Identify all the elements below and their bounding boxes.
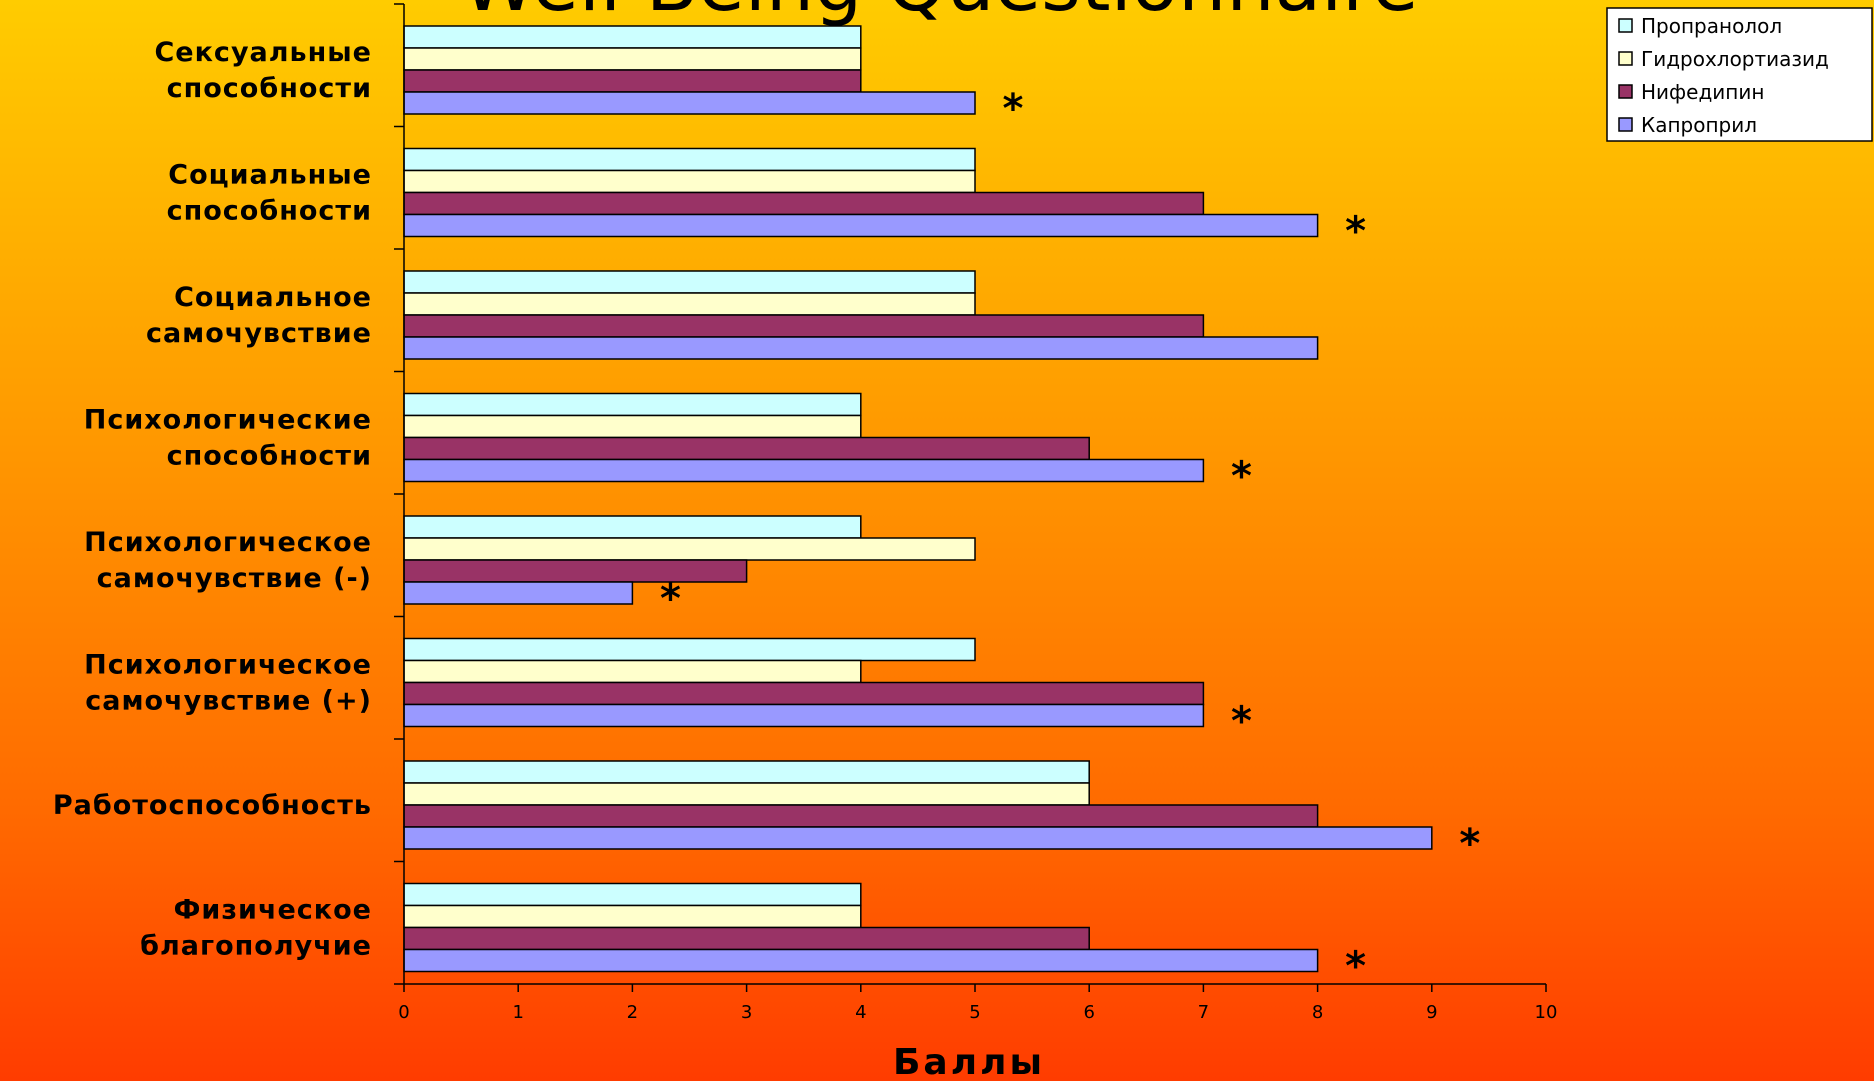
bar [403,191,1205,216]
category-label: Социальное самочувствие [146,282,372,349]
x-tick-label: 1 [512,1002,523,1023]
bar [403,559,748,583]
bar [403,681,1205,706]
x-tick-label: 2 [627,1002,638,1023]
bar [403,659,862,684]
x-tick-label: 7 [1198,1002,1209,1023]
x-tick-label: 4 [855,1002,866,1023]
legend: Пропранолол Гидрохлортиазид Нифедипин Капро… [1606,7,1873,142]
category-label: Психологические способности [84,405,372,472]
bar [403,515,862,539]
category-label: Физическое благополучие [140,895,372,962]
legend-label: Гидрохлортиазид [1641,47,1829,71]
bar [403,581,634,605]
bar [403,414,862,439]
bar [403,537,976,561]
x-tick-label: 10 [1535,1002,1558,1023]
x-tick-label: 3 [741,1002,752,1023]
x-tick-label: 5 [969,1002,980,1023]
category-label: Работоспособность [53,790,372,821]
legend-swatch [1618,51,1633,66]
category-label: Сексуальные способности [154,37,372,104]
significance-marker: * [1345,209,1366,255]
bar [403,270,976,294]
legend-label: Нифедипин [1641,80,1764,104]
bar [403,47,862,71]
bar [403,392,862,417]
significance-marker: * [1231,454,1252,500]
bar [403,314,1205,338]
significance-marker: * [1345,944,1366,990]
bar [403,458,1205,483]
significance-marker: * [1231,699,1252,745]
legend-label: Пропранолол [1641,14,1782,38]
bar [403,637,976,662]
bar [403,703,1205,728]
bar [403,336,1319,360]
x-tick-label: 6 [1083,1002,1094,1023]
x-tick-label: 9 [1426,1002,1437,1023]
legend-swatch [1618,84,1633,99]
plot-area: * Сексуальные способности * Социальные способ… [53,3,1558,1081]
bar [403,25,862,49]
significance-marker: * [1459,821,1480,867]
significance-marker: * [1003,86,1024,132]
legend-box [1606,7,1873,142]
bar [403,147,976,172]
bar [403,69,862,93]
category-label: Психологическое самочувствие (-) [84,527,372,594]
bar [403,826,1433,850]
bar [403,436,1090,461]
bar [403,213,1319,238]
bar [403,292,976,316]
bar [403,169,976,194]
bar [403,904,862,929]
bar [403,91,976,115]
bar [403,926,1090,951]
bar [403,804,1319,828]
x-tick-label: 0 [398,1002,409,1023]
bar [403,882,862,907]
category-label: Социальные способности [167,160,372,227]
x-axis-label: Баллы [893,1042,1045,1081]
category-label: Психологическое самочувствие (+) [84,650,372,717]
legend-swatch [1618,117,1633,132]
legend-label: Капроприл [1641,113,1757,137]
significance-marker: * [660,576,681,622]
bar [403,948,1319,973]
slide-title: Well-Being Questionnaire [461,0,1418,28]
x-tick-label: 8 [1312,1002,1323,1023]
legend-swatch [1618,18,1633,33]
bar [403,782,1090,806]
bar [403,760,1090,784]
